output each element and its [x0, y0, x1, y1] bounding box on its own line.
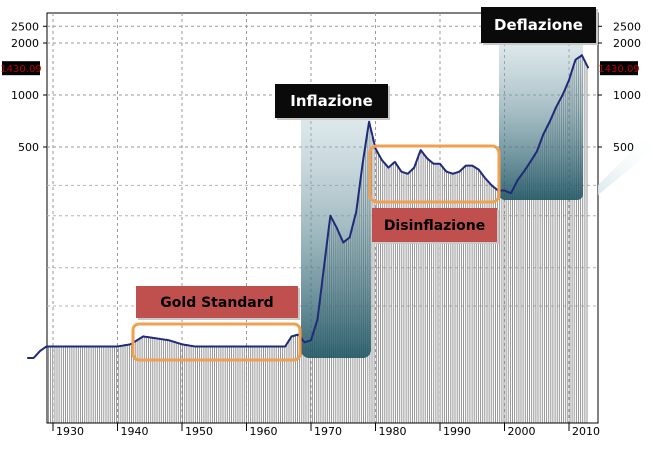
x-tick-label: 1970 [314, 425, 342, 438]
x-tick-label: 2010 [572, 425, 600, 438]
disinflazione-label-bg [372, 208, 497, 242]
x-axis-band [47, 423, 598, 445]
deflation-shade [499, 38, 583, 200]
y-tick-label-right: 2000 [613, 37, 641, 50]
gold-standard-label: Gold Standard [160, 295, 273, 311]
gold-standard-label-bg [136, 286, 298, 318]
price-tag-left: 1430.09 [0, 64, 41, 75]
price-tag-right-bg [600, 61, 638, 76]
x-tick-label: 1990 [443, 425, 471, 438]
x-tick-label: 1980 [379, 425, 407, 438]
decorative-ray [598, 130, 653, 195]
deflazione-label-bg [481, 7, 596, 43]
y-tick-label-right: 500 [613, 141, 634, 154]
y-tick-label-left: 2500 [11, 20, 39, 33]
deflazione-label: Deflazione [494, 16, 583, 34]
x-tick-label: 1940 [121, 425, 149, 438]
inflation-shade [301, 113, 371, 358]
y-tick-label-right: 2500 [613, 20, 641, 33]
x-tick-label: 1930 [56, 425, 84, 438]
y-tick-label-left: 2000 [11, 37, 39, 50]
price-tag-left-bg [2, 61, 40, 76]
inflazione-label: Inflazione [290, 92, 373, 110]
y-tick-label-left: 500 [18, 141, 39, 154]
disinflation-box [368, 144, 501, 204]
disinflazione-label: Disinflazione [384, 218, 485, 234]
price-line [27, 54, 590, 359]
inflazione-label-bg [275, 84, 388, 118]
x-tick-label: 2000 [508, 425, 536, 438]
gold-standard-box [131, 322, 302, 362]
x-tick-label: 1960 [250, 425, 278, 438]
y-tick-label-right: 1000 [613, 89, 641, 102]
x-tick-label: 1950 [185, 425, 213, 438]
y-tick-label-left: 1000 [11, 89, 39, 102]
price-tag-right: 1430.09 [598, 64, 639, 75]
